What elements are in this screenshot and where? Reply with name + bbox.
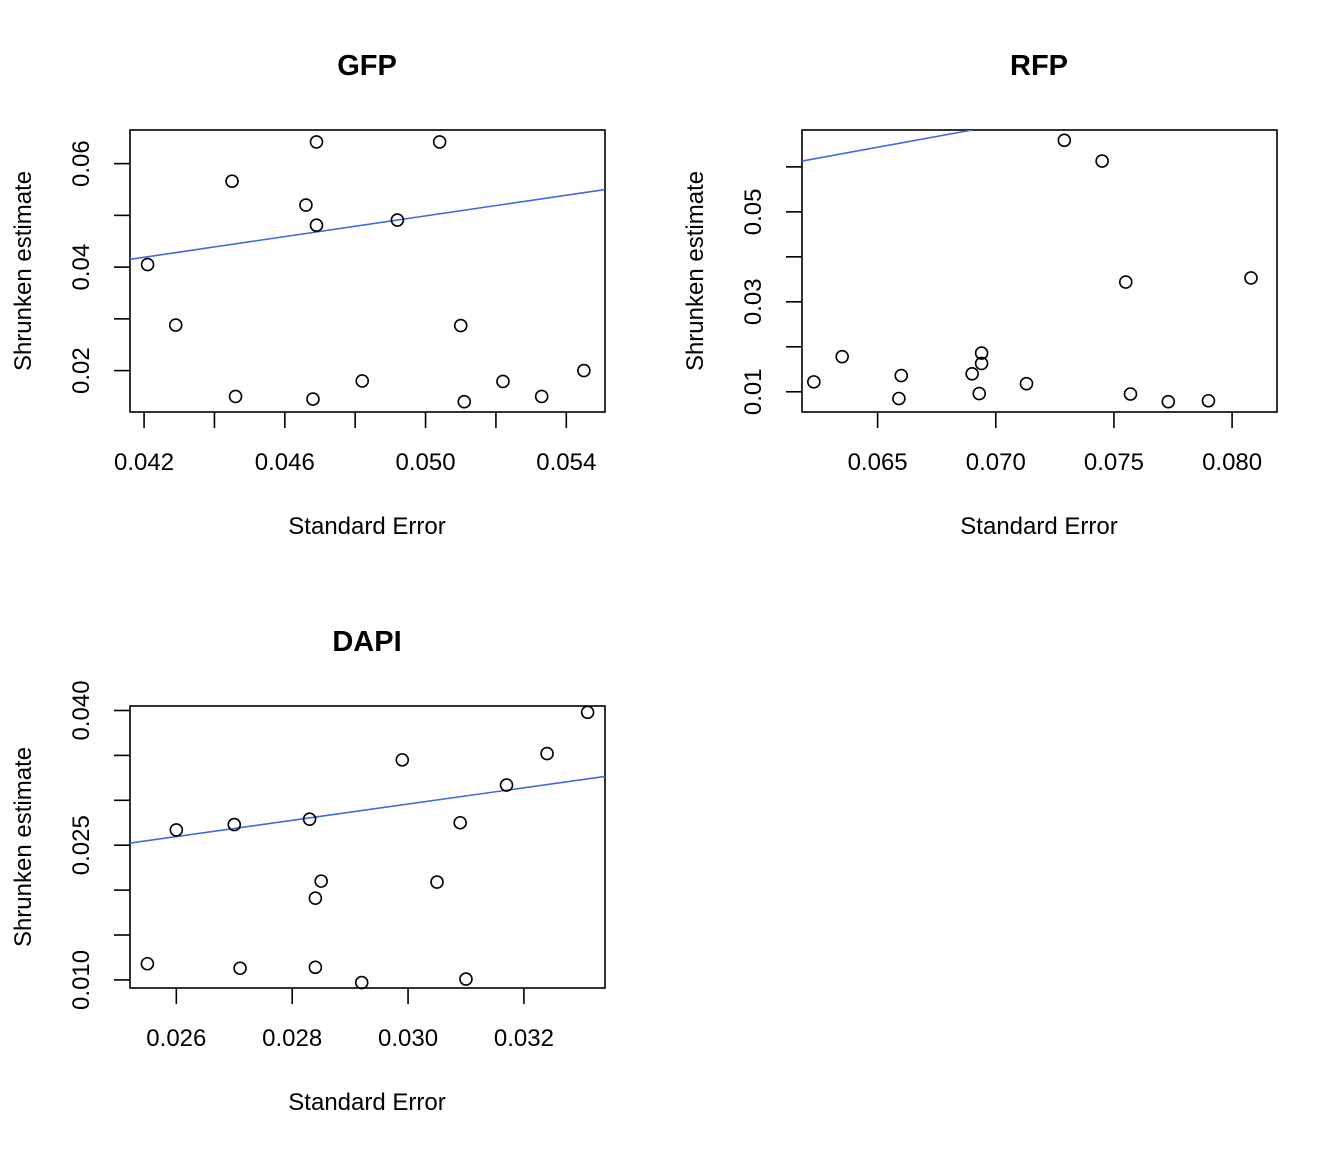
data-point: [892, 391, 906, 406]
data-point: [299, 198, 313, 212]
y-tick-label: 0.025: [68, 815, 95, 875]
y-tick-label: 0.010: [68, 950, 95, 1010]
y-tick-label: 0.02: [68, 347, 95, 394]
x-axis-label: Standard Error: [288, 1089, 445, 1116]
y-tick-label: 0.05: [740, 188, 767, 235]
data-point: [228, 389, 243, 404]
data-point: [430, 875, 444, 889]
data-point: [1161, 394, 1176, 409]
data-point: [354, 975, 369, 990]
data-point: [534, 389, 549, 404]
plot-frame: [801, 129, 1278, 413]
data-point: [233, 961, 247, 976]
data-point: [355, 374, 370, 388]
data-point: [169, 823, 184, 837]
panel-gfp: GFP Standard Error Shrunken estimate 0.0…: [10, 50, 606, 540]
data-point: [390, 213, 405, 227]
data-point: [1095, 154, 1109, 168]
data-point: [499, 778, 514, 792]
fit-line: [802, 130, 973, 162]
y-tick-label: 0.040: [68, 680, 95, 740]
chart-title: DAPI: [332, 626, 401, 658]
data-point: [453, 318, 468, 333]
data-point: [1057, 133, 1072, 148]
data-point: [1244, 271, 1258, 285]
data-point: [395, 753, 410, 767]
y-tick-label: 0.06: [68, 140, 95, 187]
x-tick-label: 0.050: [396, 449, 456, 476]
x-tick-label: 0.026: [146, 1025, 206, 1052]
data-point: [309, 218, 324, 233]
data-point: [457, 394, 472, 409]
x-tick-label: 0.046: [255, 449, 315, 476]
data-point: [835, 349, 849, 364]
chart-title: GFP: [337, 50, 397, 82]
data-point: [302, 812, 317, 826]
data-point: [972, 386, 987, 401]
data-point: [1201, 393, 1216, 408]
data-point: [314, 874, 328, 888]
data-point: [540, 746, 554, 761]
x-tick-label: 0.042: [114, 449, 174, 476]
data-point: [309, 135, 324, 149]
x-tick-label: 0.070: [966, 449, 1026, 476]
data-point: [306, 392, 320, 406]
y-axis-label: Shrunken estimate: [10, 171, 37, 371]
data-point: [1019, 376, 1034, 391]
data-point: [225, 174, 239, 189]
data-point: [168, 318, 183, 332]
data-point: [974, 346, 989, 360]
x-axis-label: Standard Error: [960, 513, 1117, 540]
data-point: [453, 815, 467, 830]
data-point: [577, 363, 591, 378]
data-point: [1118, 275, 1133, 289]
y-axis-label: Shrunken estimate: [10, 747, 37, 947]
y-tick-label: 0.01: [740, 368, 767, 415]
data-point: [974, 356, 989, 371]
y-axis-label: Shrunken estimate: [682, 171, 709, 371]
x-tick-label: 0.030: [378, 1025, 438, 1052]
data-point: [308, 960, 323, 975]
data-point: [1123, 387, 1138, 401]
y-tick-label: 0.04: [68, 244, 95, 291]
x-tick-label: 0.032: [494, 1025, 554, 1052]
x-tick-label: 0.065: [848, 449, 908, 476]
fit-line: [130, 188, 605, 261]
data-point: [227, 817, 242, 832]
data-point: [140, 956, 155, 971]
data-point: [432, 135, 447, 149]
data-point: [459, 972, 473, 986]
data-point: [894, 368, 909, 383]
data-point: [580, 705, 595, 720]
y-tick-label: 0.03: [740, 278, 767, 325]
plot-frame: [129, 705, 606, 989]
data-point: [965, 366, 979, 381]
x-axis-label: Standard Error: [288, 513, 445, 540]
data-point: [496, 374, 510, 389]
x-tick-label: 0.054: [536, 449, 596, 476]
x-tick-label: 0.080: [1202, 449, 1262, 476]
data-point: [807, 375, 821, 389]
fit-line: [130, 775, 605, 844]
data-point: [140, 257, 155, 272]
plot-frame: [129, 129, 606, 413]
x-tick-label: 0.075: [1084, 449, 1144, 476]
chart-title: RFP: [1010, 50, 1068, 82]
panel-dapi: DAPI Standard Error Shrunken estimate 0.…: [10, 626, 606, 1116]
panel-rfp: RFP Standard Error Shrunken estimate 0.0…: [682, 50, 1278, 540]
data-point: [308, 891, 323, 905]
x-tick-label: 0.028: [262, 1025, 322, 1052]
